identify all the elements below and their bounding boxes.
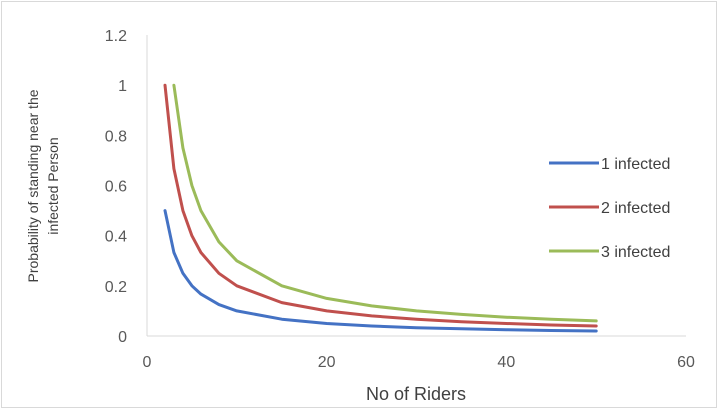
y-axis-title-line-2: infected Person [45, 137, 61, 234]
series-line-1 [163, 209, 598, 333]
y-tick-label: 0.8 [105, 128, 127, 145]
legend-label-2: 2 infected [601, 200, 670, 217]
y-tick-labels: 0 0.2 0.4 0.6 0.8 1 1.2 [105, 28, 127, 346]
x-tick-label: 40 [497, 354, 515, 371]
legend: 1 infected 2 infected 3 infected [549, 156, 670, 261]
y-tick-label: 1 [118, 78, 127, 95]
x-tick-label: 0 [143, 354, 152, 371]
series-lines [163, 83, 598, 333]
y-tick-label: 0.2 [105, 279, 127, 296]
y-tick-label: 1.2 [105, 28, 127, 45]
axes [146, 35, 686, 337]
legend-label-1: 1 infected [601, 156, 670, 173]
x-tick-label: 60 [677, 354, 695, 371]
y-tick-label: 0.4 [105, 229, 127, 246]
series-line-3 [172, 83, 598, 323]
y-tick-label: 0 [118, 329, 127, 346]
x-tick-label: 20 [318, 354, 336, 371]
y-axis-title-line-1: Probability of standing near the [25, 89, 41, 282]
series-line-2 [163, 83, 598, 328]
legend-label-3: 3 infected [601, 244, 670, 261]
x-tick-labels: 0 20 40 60 [143, 354, 695, 371]
x-axis-title: No of Riders [366, 384, 466, 404]
y-tick-label: 0.6 [105, 179, 127, 196]
y-axis-title: Probability of standing near the infected… [25, 89, 61, 282]
